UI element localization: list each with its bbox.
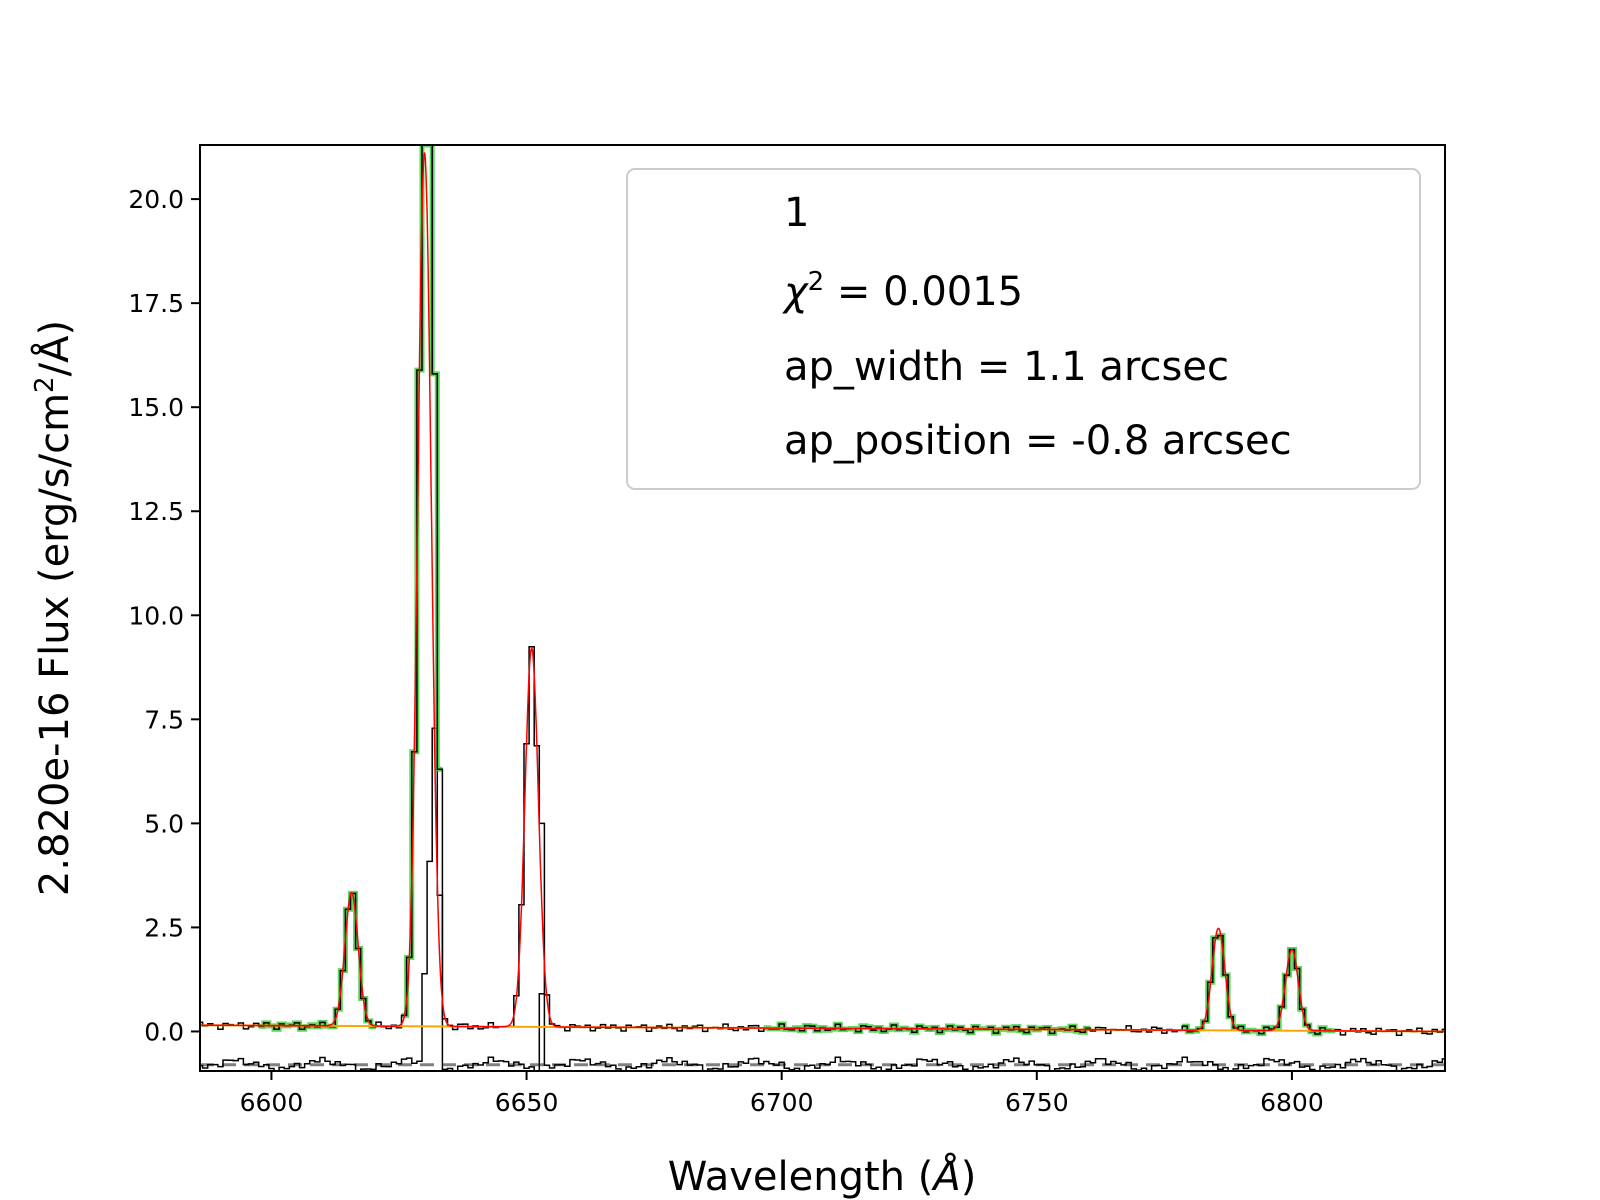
legend-chi-squared: χ2 = 0.0015 xyxy=(782,267,1023,315)
y-tick-label: 10.0 xyxy=(128,601,184,630)
axes-frame xyxy=(199,144,1446,1072)
plot-area xyxy=(200,145,1445,1071)
y-tick-label: 7.5 xyxy=(144,705,184,734)
legend-chi-sup: 2 xyxy=(808,267,825,297)
y-tick-label: 15.0 xyxy=(128,393,184,422)
legend-title: 1 xyxy=(784,190,809,236)
residual-spectrum xyxy=(200,727,1445,1071)
y-tick-label: 17.5 xyxy=(128,289,184,318)
y-tick-label: 0.0 xyxy=(144,1017,184,1046)
y-axis-title: 2.820e-16 Flux (erg/s/cm2/Å) xyxy=(30,320,78,896)
x-axis-title: Wavelength (Å) xyxy=(668,1152,977,1200)
legend-ap-width: ap_width = 1.1 arcsec xyxy=(784,344,1229,390)
x-tick-label: 6800 xyxy=(1260,1088,1324,1117)
legend: 1 χ2 = 0.0015 ap_width = 1.1 arcsec ap_p… xyxy=(626,168,1421,490)
y-axis-title-suffix: /Å) xyxy=(30,320,78,376)
x-tick-label: 6650 xyxy=(495,1088,559,1117)
model-fit xyxy=(200,152,1445,1033)
legend-ap-position: ap_position = -0.8 arcsec xyxy=(784,418,1292,464)
x-axis-title-prefix: Wavelength ( xyxy=(668,1154,934,1200)
x-axis-title-suffix: ) xyxy=(961,1154,977,1200)
x-tick-label: 6600 xyxy=(240,1088,304,1117)
y-axis-title-sup: 2 xyxy=(30,376,60,393)
x-tick-label: 6750 xyxy=(1005,1088,1069,1117)
x-tick-label: 6700 xyxy=(750,1088,814,1117)
y-tick-label: 2.5 xyxy=(144,913,184,942)
legend-chi-value: = 0.0015 xyxy=(824,269,1023,315)
y-tick-label: 20.0 xyxy=(128,185,184,214)
legend-chi-symbol: χ xyxy=(782,269,809,315)
x-axis-title-unit: Å xyxy=(930,1152,960,1200)
y-axis: 0.0 2.5 5.0 7.5 10.0 12.5 15.0 17.5 20.0 xyxy=(128,185,200,1046)
y-tick-label: 12.5 xyxy=(128,497,184,526)
y-tick-label: 5.0 xyxy=(144,809,184,838)
legend-box xyxy=(626,168,1421,490)
y-axis-title-prefix: 2.820e-16 Flux (erg/s/cm xyxy=(32,393,78,896)
x-axis: 6600 6650 6700 6750 6800 xyxy=(240,1071,1324,1117)
